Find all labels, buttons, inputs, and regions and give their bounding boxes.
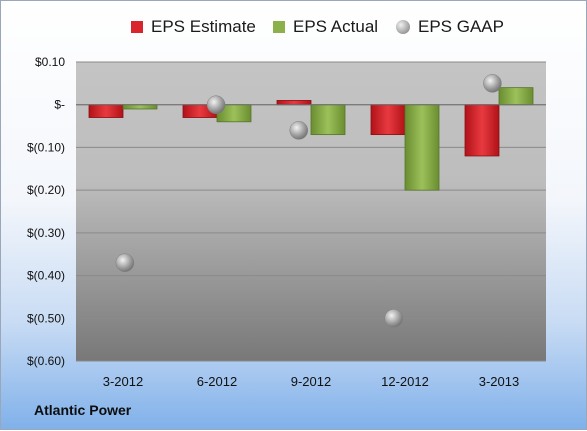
y-tick-label: $(0.30) bbox=[27, 226, 65, 240]
legend-swatch-eps-gaap bbox=[396, 20, 410, 34]
point-eps-gaap bbox=[289, 121, 309, 140]
point-eps-gaap bbox=[483, 74, 502, 93]
bar-eps-actual bbox=[122, 104, 158, 110]
x-tick-label: 3-2013 bbox=[479, 374, 519, 389]
y-tick-label: $- bbox=[54, 98, 65, 112]
y-tick-label: $(0.10) bbox=[27, 140, 65, 154]
bar-eps-actual bbox=[498, 87, 534, 106]
legend-label-eps-estimate: EPS Estimate bbox=[151, 17, 256, 36]
point-eps-gaap bbox=[115, 253, 135, 273]
legend-item-eps-actual: EPS Actual bbox=[273, 17, 378, 37]
x-tick-label: 12-2012 bbox=[381, 374, 429, 389]
legend-swatch-eps-estimate bbox=[131, 21, 143, 33]
bar-eps-estimate bbox=[276, 100, 312, 106]
bar-eps-estimate bbox=[370, 104, 406, 136]
legend-label-eps-actual: EPS Actual bbox=[293, 17, 379, 36]
y-tick-label: $(0.60) bbox=[27, 354, 65, 368]
chart-legend: EPS Estimate EPS Actual EPS GAAP bbox=[1, 17, 587, 43]
legend-swatch-eps-actual bbox=[273, 21, 285, 33]
x-tick-label: 3-2012 bbox=[103, 374, 143, 389]
legend-label-eps-gaap: EPS GAAP bbox=[418, 17, 504, 36]
point-eps-gaap bbox=[384, 309, 403, 328]
y-tick-label: $(0.40) bbox=[27, 269, 65, 283]
bar-eps-actual bbox=[310, 104, 346, 136]
x-tick-label: 9-2012 bbox=[291, 374, 331, 389]
bar-eps-estimate bbox=[464, 104, 500, 157]
y-tick-label: $(0.20) bbox=[27, 183, 65, 197]
legend-item-eps-gaap: EPS GAAP bbox=[396, 17, 504, 37]
x-tick-label: 6-2012 bbox=[197, 374, 237, 389]
legend-item-eps-estimate: EPS Estimate bbox=[131, 17, 256, 37]
company-name: Atlantic Power bbox=[34, 402, 132, 418]
point-eps-gaap bbox=[206, 95, 226, 114]
bar-eps-estimate bbox=[88, 104, 124, 118]
y-tick-label: $0.10 bbox=[35, 55, 65, 69]
y-tick-label: $(0.50) bbox=[27, 311, 65, 325]
bar-eps-actual bbox=[404, 104, 440, 191]
